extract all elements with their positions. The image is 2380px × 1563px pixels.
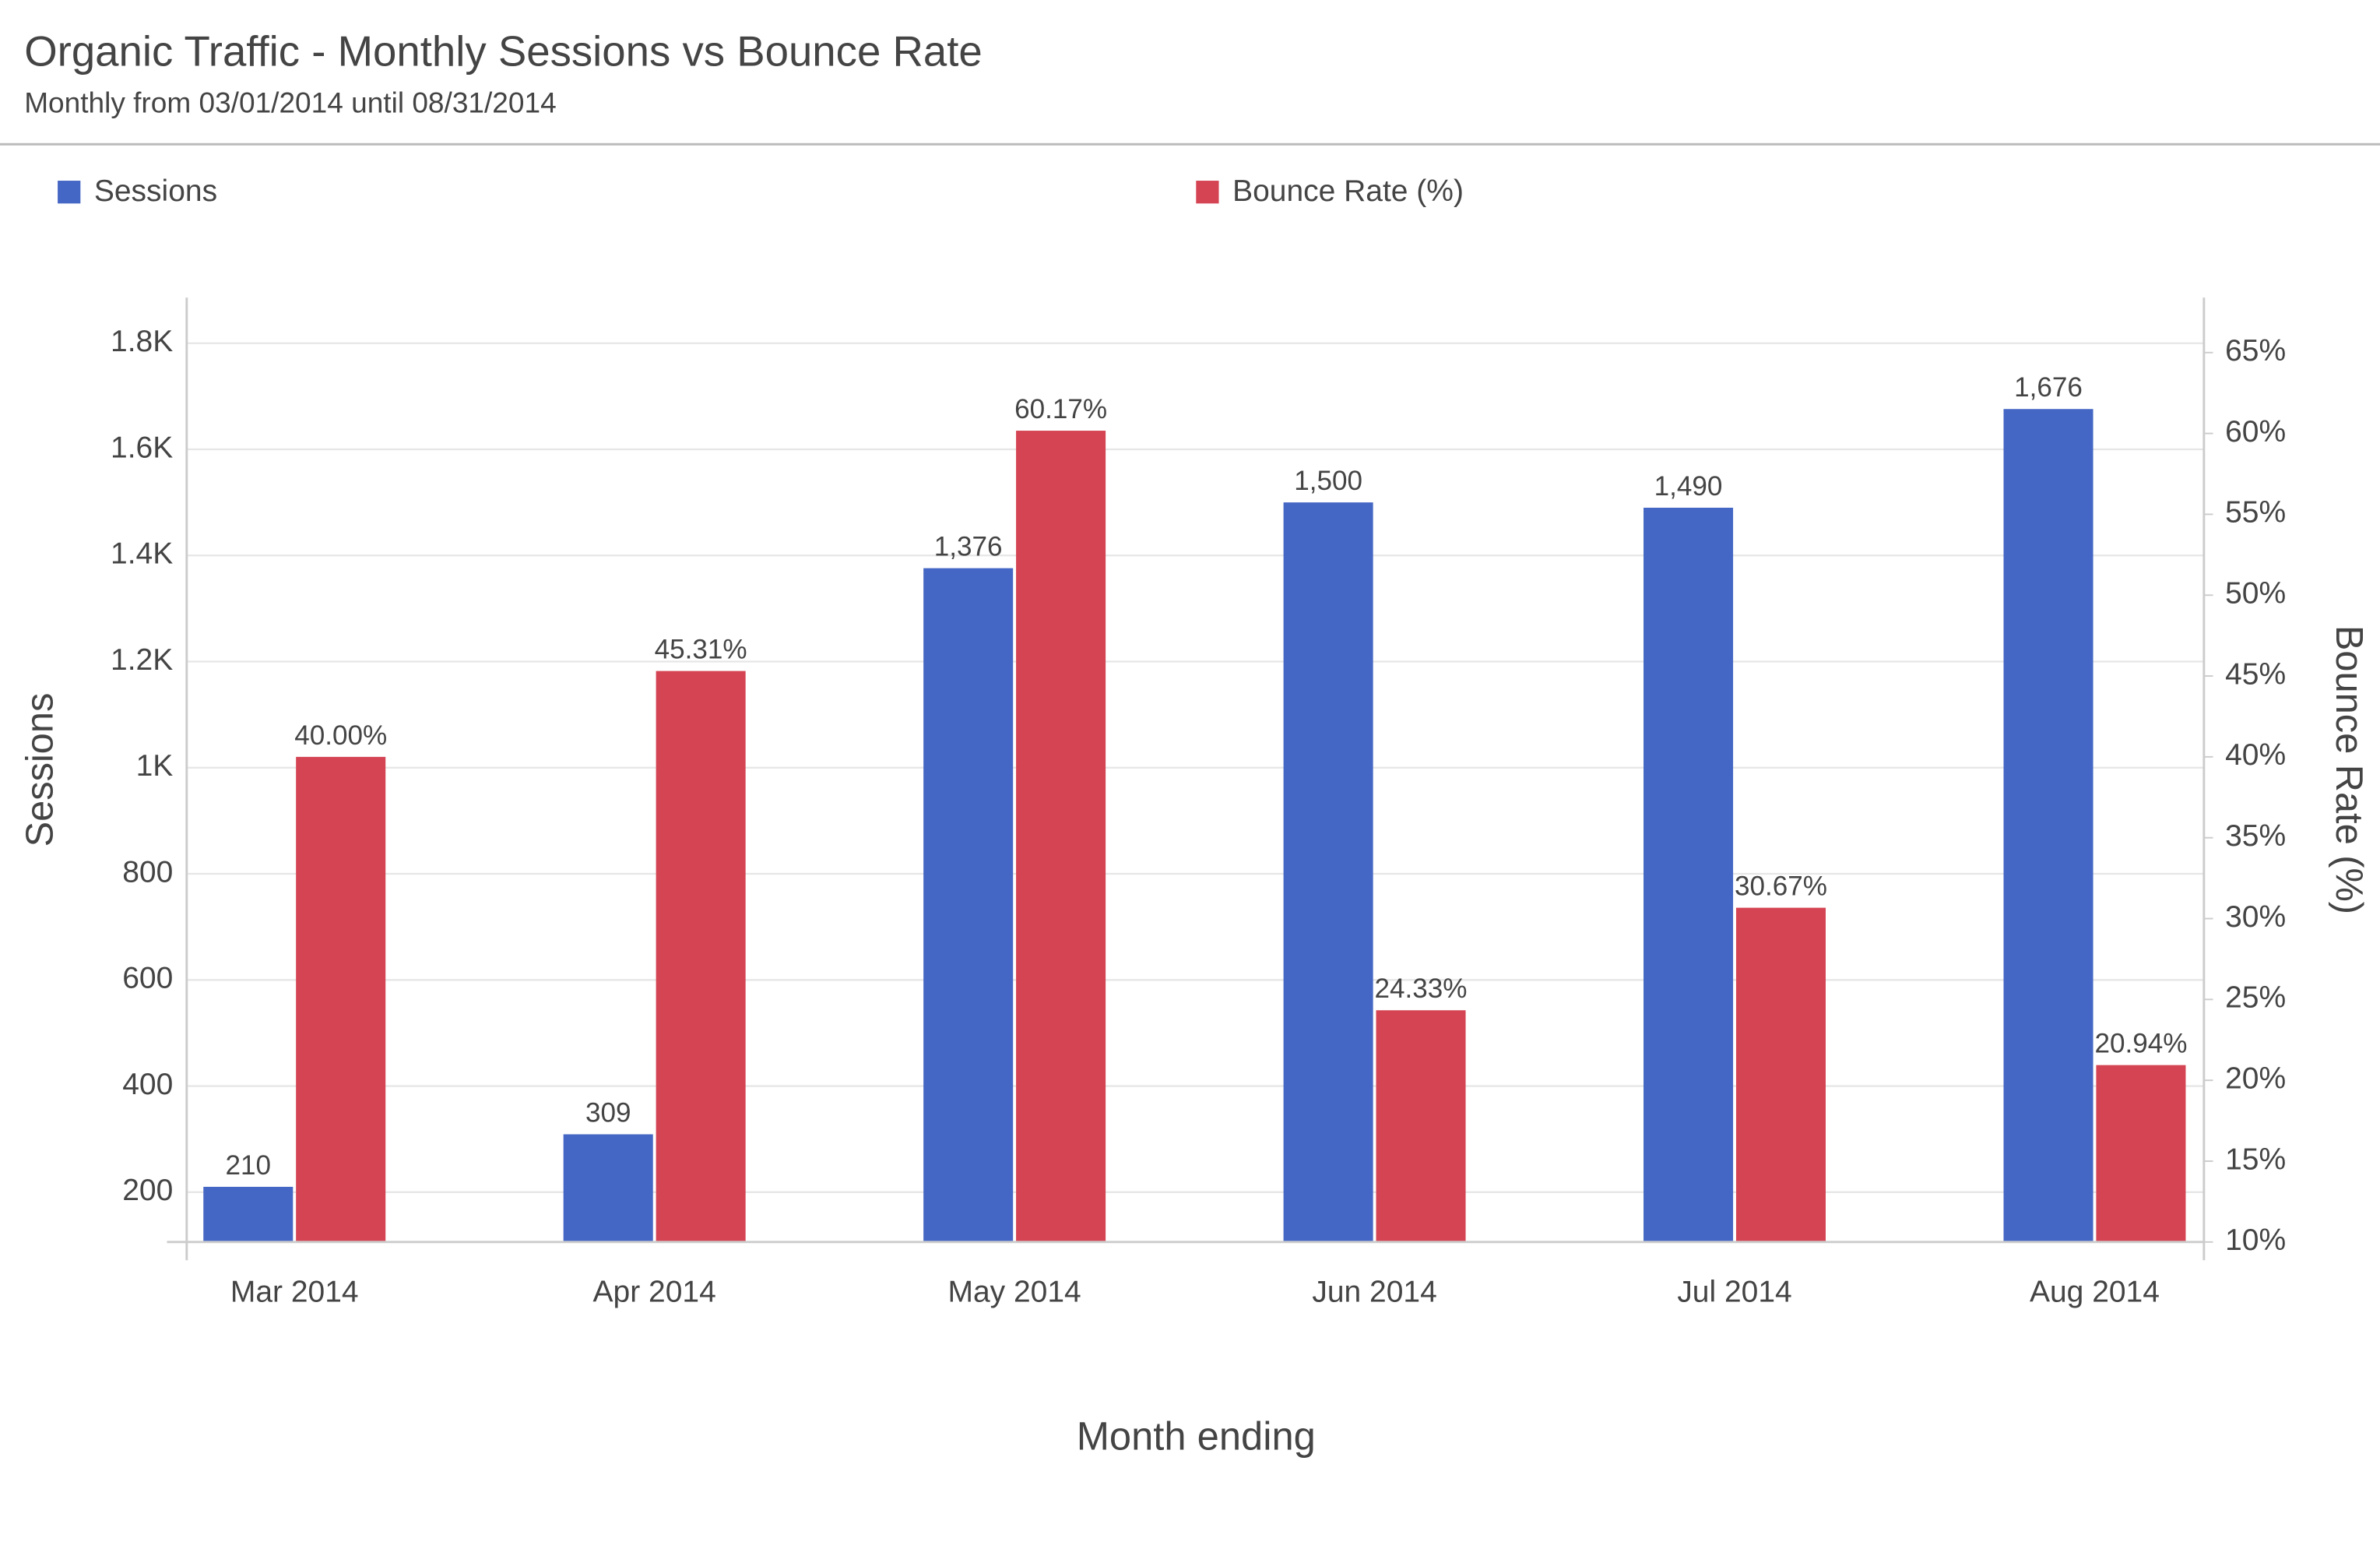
bar bbox=[2003, 409, 2093, 1242]
bar bbox=[2096, 1065, 2186, 1242]
data-label: 30.67% bbox=[1735, 871, 1827, 902]
bar bbox=[563, 1134, 653, 1242]
x-tick-label: Apr 2014 bbox=[593, 1275, 716, 1308]
x-tick-label: Jul 2014 bbox=[1677, 1275, 1791, 1308]
bar bbox=[1016, 431, 1106, 1242]
y2-tick-label: 20% bbox=[2225, 1061, 2286, 1095]
x-tick-label: May 2014 bbox=[948, 1275, 1081, 1308]
bar bbox=[923, 568, 1014, 1242]
y2-tick-label: 10% bbox=[2225, 1223, 2286, 1257]
data-label: 60.17% bbox=[1014, 394, 1107, 424]
y-tick-label: 800 bbox=[122, 855, 173, 889]
legend-swatch bbox=[1196, 181, 1219, 204]
y-tick-label: 400 bbox=[122, 1068, 173, 1101]
data-label: 1,500 bbox=[1294, 466, 1362, 496]
y2-tick-label: 40% bbox=[2225, 738, 2286, 772]
y2-tick-label: 60% bbox=[2225, 415, 2286, 449]
y-tick-label: 1.8K bbox=[111, 325, 173, 358]
bar bbox=[1735, 907, 1826, 1242]
data-label: 1,490 bbox=[1654, 471, 1723, 502]
y2-tick-label: 30% bbox=[2225, 900, 2286, 934]
x-tick-label: Aug 2014 bbox=[2030, 1275, 2160, 1308]
bar bbox=[1644, 507, 1734, 1242]
bar bbox=[1376, 1010, 1466, 1242]
y2-axis-title: Bounce Rate (%) bbox=[2328, 625, 2370, 914]
x-tick-label: Jun 2014 bbox=[1312, 1275, 1436, 1308]
data-label: 210 bbox=[225, 1150, 271, 1181]
y2-tick-label: 45% bbox=[2225, 657, 2286, 691]
y-tick-label: 1K bbox=[136, 749, 174, 783]
bar bbox=[1283, 502, 1373, 1242]
legend-label: Bounce Rate (%) bbox=[1232, 174, 1464, 208]
x-axis-title: Month ending bbox=[1077, 1414, 1316, 1459]
y2-tick-label: 65% bbox=[2225, 334, 2286, 368]
y-axis-title: Sessions bbox=[19, 693, 61, 847]
y-tick-label: 1.2K bbox=[111, 643, 173, 677]
data-label: 45.31% bbox=[655, 635, 747, 665]
y2-tick-label: 25% bbox=[2225, 981, 2286, 1015]
data-label: 20.94% bbox=[2094, 1029, 2187, 1059]
data-label: 24.33% bbox=[1375, 973, 1468, 1004]
chart-title: Organic Traffic - Monthly Sessions vs Bo… bbox=[24, 28, 983, 76]
data-label: 309 bbox=[585, 1097, 631, 1128]
y2-tick-label: 35% bbox=[2225, 819, 2286, 853]
bar bbox=[296, 756, 386, 1242]
legend-swatch bbox=[58, 181, 81, 204]
y-tick-label: 600 bbox=[122, 962, 173, 995]
y2-tick-label: 50% bbox=[2225, 577, 2286, 611]
chart-subtitle: Monthly from 03/01/2014 until 08/31/2014 bbox=[24, 86, 557, 118]
y-tick-label: 200 bbox=[122, 1174, 173, 1207]
y-tick-label: 1.6K bbox=[111, 431, 173, 464]
legend-label: Sessions bbox=[94, 174, 217, 208]
data-label: 40.00% bbox=[294, 720, 387, 751]
y-tick-label: 1.4K bbox=[111, 537, 173, 571]
bar bbox=[203, 1186, 294, 1242]
bar bbox=[656, 671, 746, 1242]
y2-tick-label: 55% bbox=[2225, 496, 2286, 530]
data-label: 1,376 bbox=[934, 532, 1003, 562]
data-label: 1,676 bbox=[2014, 372, 2083, 403]
y2-tick-label: 15% bbox=[2225, 1142, 2286, 1176]
x-tick-label: Mar 2014 bbox=[230, 1275, 359, 1308]
